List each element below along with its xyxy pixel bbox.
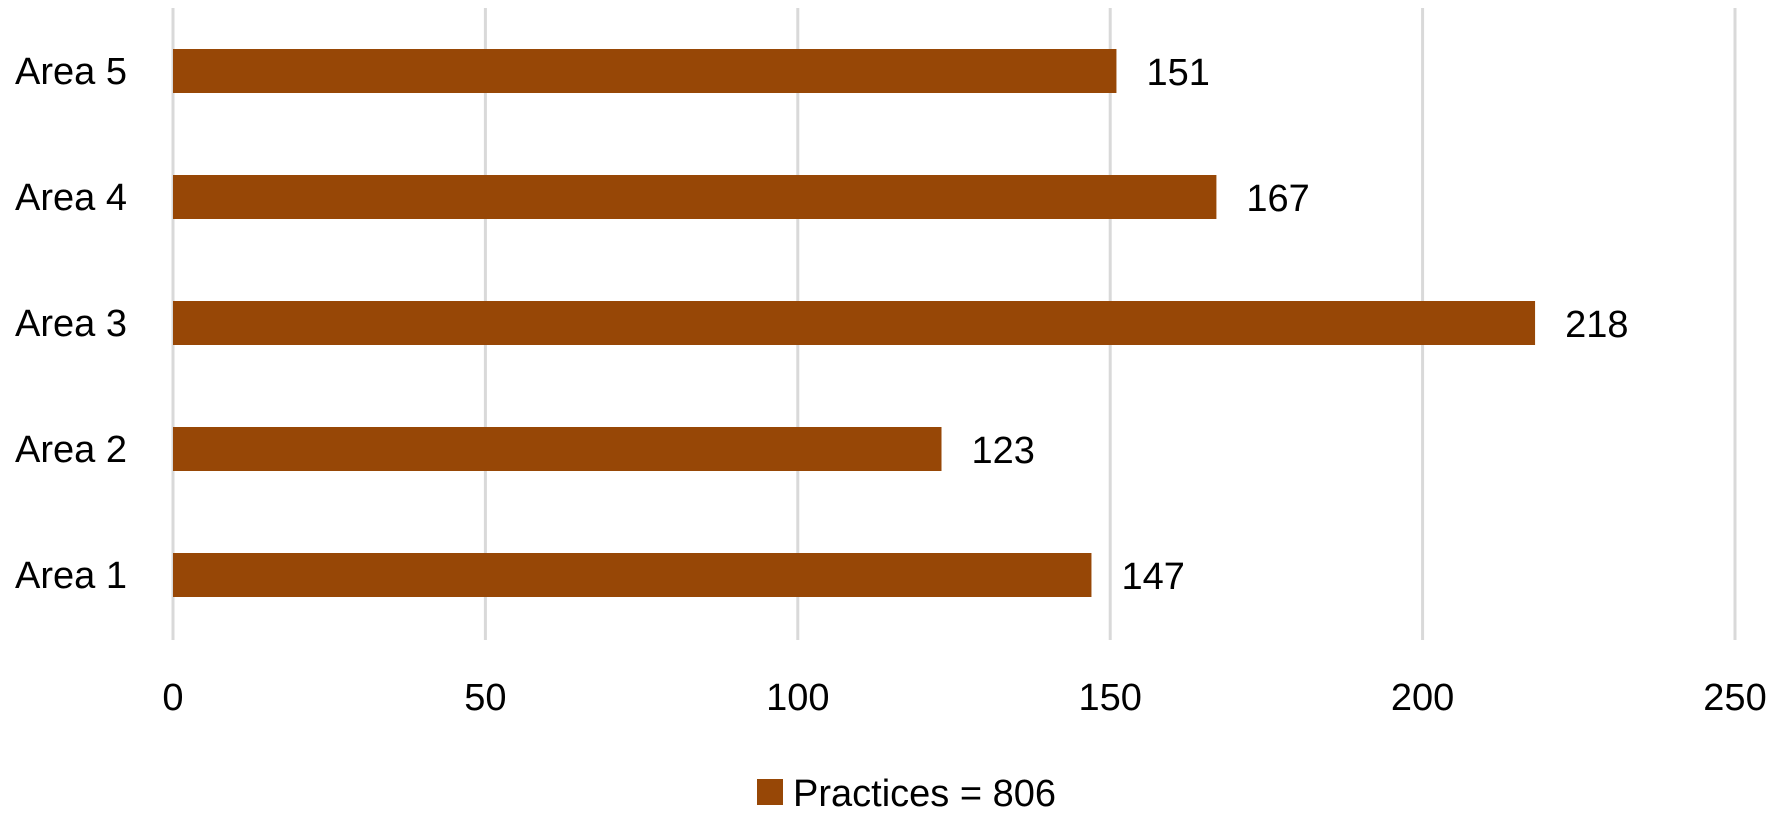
data-label: 147 (1121, 556, 1184, 598)
data-label: 167 (1246, 178, 1309, 220)
legend-swatch (757, 779, 783, 805)
category-label: Area 5 (15, 51, 127, 93)
x-tick-label: 0 (162, 677, 183, 719)
category-label: Area 3 (15, 303, 127, 345)
bars (173, 49, 1536, 597)
bar-area-2 (173, 427, 942, 471)
legend: Practices = 806 (757, 773, 1056, 815)
category-label: Area 4 (15, 177, 127, 219)
x-tick-label: 50 (464, 677, 506, 719)
legend-label: Practices = 806 (793, 773, 1056, 812)
data-label: 123 (972, 430, 1035, 472)
category-axis: Area 1 Area 2 Area 3 Area 4 Area 5 (15, 51, 127, 597)
x-tick-label: 200 (1391, 677, 1454, 719)
data-label: 218 (1565, 304, 1628, 346)
bar-area-3 (173, 301, 1536, 345)
data-labels: 147 123 218 167 151 (972, 52, 1629, 598)
bar-area-5 (173, 49, 1117, 93)
data-label: 151 (1146, 52, 1209, 94)
x-tick-label: 150 (1078, 677, 1141, 719)
bar-area-1 (173, 553, 1092, 597)
x-tick-label: 250 (1703, 677, 1766, 719)
x-tick-label: 100 (766, 677, 829, 719)
category-label: Area 1 (15, 555, 127, 597)
value-axis: 0 50 100 150 200 250 (162, 677, 1766, 719)
category-label: Area 2 (15, 429, 127, 471)
bar-area-4 (173, 175, 1217, 219)
